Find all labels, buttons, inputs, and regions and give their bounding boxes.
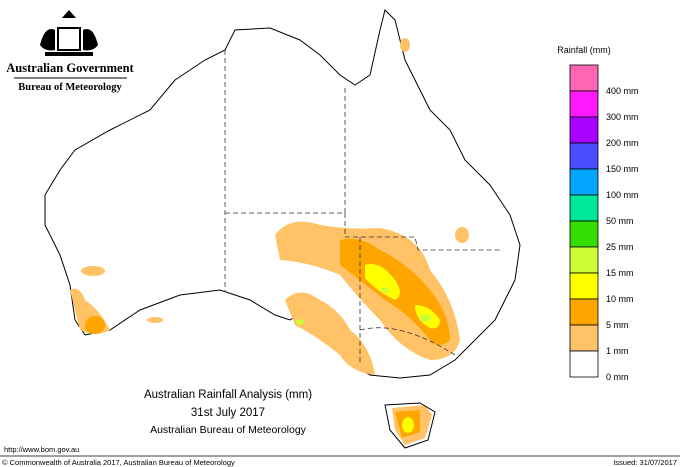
legend-label: 50 mm [606,216,634,226]
legend-swatch [569,90,599,118]
legend-label: 10 mm [606,294,634,304]
legend-title: Rainfall (mm) [557,45,611,55]
header-title: Australian Government [6,61,134,75]
australia-map [44,9,521,449]
legend-swatch [569,246,599,274]
legend-label: 0 mm [606,372,629,382]
legend-swatch [569,298,599,326]
legend-label: 150 mm [606,164,639,174]
legend-label: 300 mm [606,112,639,122]
tasmania [384,402,436,449]
coat-of-arms [40,10,98,56]
legend-swatch [569,64,599,92]
map-title: Australian Rainfall Analysis (mm) [144,389,312,401]
legend-label: 25 mm [606,242,634,252]
legend-label: 5 mm [606,320,629,330]
footer-url: http://www.bom.gov.au [4,445,79,454]
legend-swatch [569,116,599,144]
legend-label: 400 mm [606,86,639,96]
legend-swatch [569,324,599,352]
header-subtitle: Bureau of Meteorology [18,82,122,93]
legend-label: 1 mm [606,346,629,356]
legend-swatch [569,272,599,300]
legend-label: 15 mm [606,268,634,278]
legend-swatch [569,350,599,378]
legend-swatch [569,142,599,170]
map-source: Australian Bureau of Meteorology [150,424,307,436]
legend-label: 100 mm [606,190,639,200]
legend-swatch [569,194,599,222]
map-date: 31st July 2017 [191,407,265,419]
rain-areas [70,38,469,445]
legend-swatch [569,168,599,196]
legend-swatch [569,220,599,248]
state-borders [224,50,503,365]
footer-issued: Issued: 31/07/2017 [613,458,677,467]
legend-label: 200 mm [606,138,639,148]
footer-copyright: © Commonwealth of Australia 2017, Austra… [2,458,235,467]
legend: Rainfall (mm) 400 mm 300 mm 200 mm 150 mm 10… [557,45,638,382]
